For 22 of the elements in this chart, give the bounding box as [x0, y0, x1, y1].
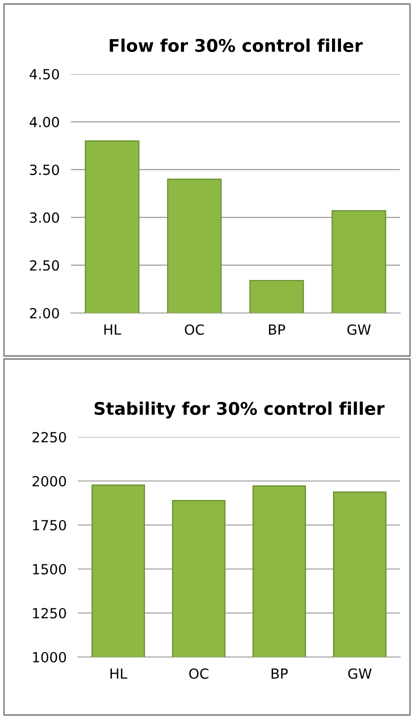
y-tick-label: 1750 [33, 520, 66, 530]
y-tick-label: 4.00 [30, 116, 59, 128]
y-tick-label: 2.00 [30, 308, 59, 318]
y-tick-label: 2250 [32, 432, 66, 442]
y-tick-label: 3.00 [30, 212, 59, 223]
x-tick-label: BP [272, 668, 288, 679]
y-tick-label: 2.50 [30, 260, 59, 271]
x-tick-label: BP [269, 324, 286, 335]
x-tick-label: GW [348, 668, 372, 679]
x-tick-label: OC [184, 324, 204, 335]
x-tick-label: HL [110, 668, 128, 679]
y-tick-label: 1250 [33, 608, 66, 618]
x-tick-label: GW [347, 324, 371, 335]
chart-title: Stability for 30% control filler [94, 402, 385, 419]
y-tick-label: 1000 [33, 652, 66, 662]
y-tick-label: 2000 [32, 476, 66, 486]
chart-title: Flow for 30% control filler [110, 38, 363, 52]
x-tick-label: OC [189, 668, 208, 679]
y-tick-label: 4.50 [30, 68, 59, 80]
y-tick-label: 3.50 [30, 164, 59, 176]
x-tick-label: HL [104, 324, 122, 335]
y-tick-label: 1500 [33, 564, 66, 574]
